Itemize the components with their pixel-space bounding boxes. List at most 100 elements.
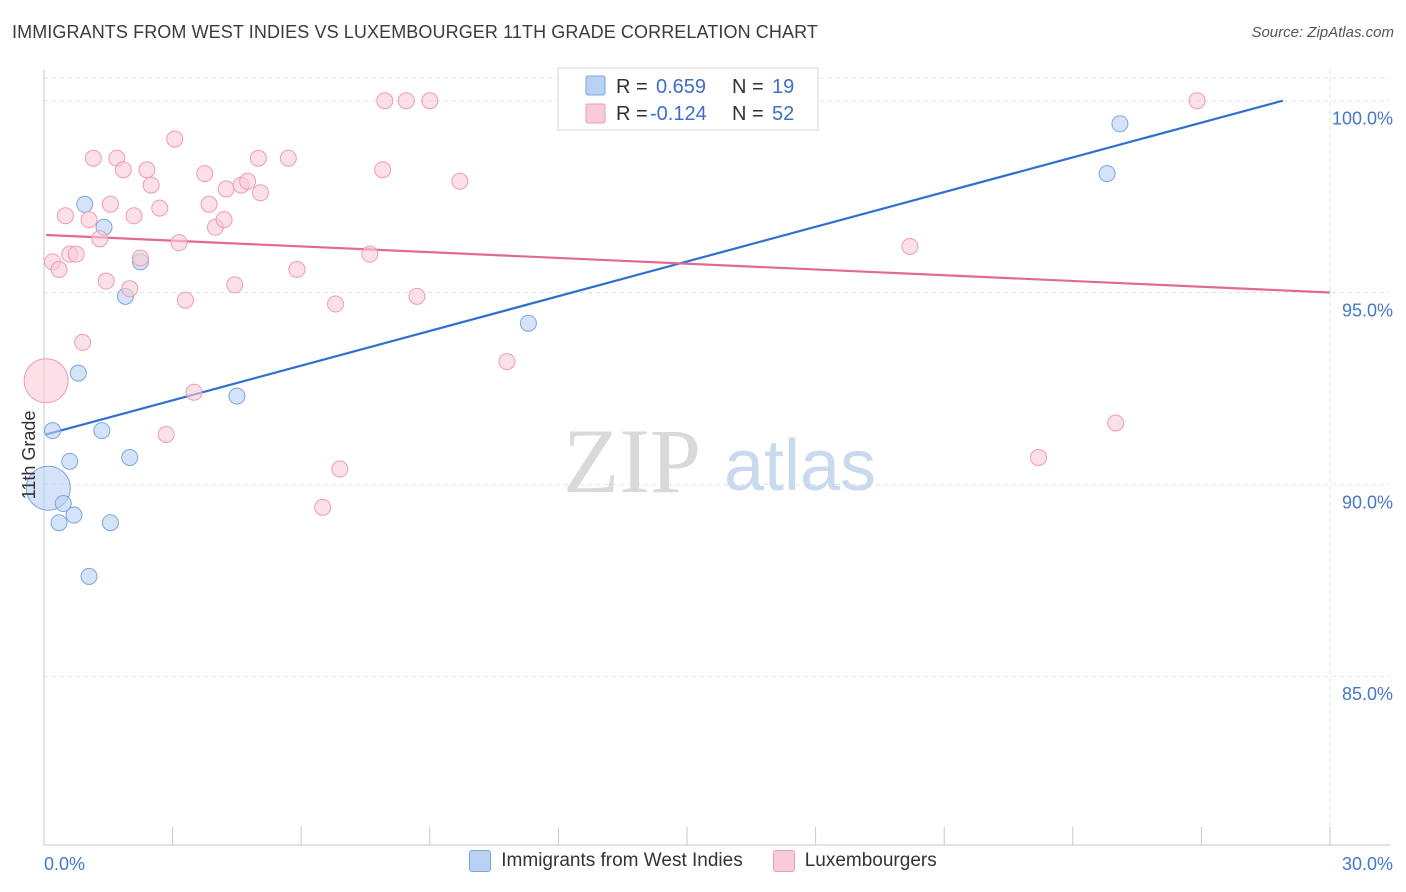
y-axis-label: 11th Grade <box>19 411 39 500</box>
point-series1-8 <box>84 149 102 167</box>
legend-swatch-luxembourgers <box>772 850 795 872</box>
source-label: Source: ZipAtlas.com <box>1251 24 1394 41</box>
point-series1-44 <box>408 287 426 305</box>
point-series0-7 <box>76 195 94 213</box>
point-series1-16 <box>131 249 149 267</box>
point-series0-13 <box>121 449 139 466</box>
point-series1-34 <box>251 184 269 202</box>
point-series0-4 <box>61 452 79 470</box>
stats-swatch-luxembourgers <box>585 103 606 124</box>
point-series1-20 <box>157 425 175 443</box>
point-series1-43 <box>397 92 415 110</box>
point-series0-1 <box>44 422 62 440</box>
point-series1-6 <box>74 333 92 351</box>
stats-n-value-2: 52 <box>772 103 794 125</box>
point-series1-37 <box>314 498 332 516</box>
point-series1-36 <box>288 261 306 279</box>
point-series0-9 <box>93 422 111 440</box>
point-series0-3 <box>54 495 72 513</box>
point-series1-2 <box>50 261 68 279</box>
trend-lines <box>45 99 1331 436</box>
point-series0-2 <box>50 514 68 532</box>
point-series1-9 <box>91 230 109 248</box>
point-series1-15 <box>125 207 143 225</box>
point-series1-47 <box>498 353 516 371</box>
chart-title: IMMIGRANTS FROM WEST INDIES VS LUXEMBOUR… <box>12 22 818 42</box>
point-series1-11 <box>101 195 119 213</box>
point-series1-26 <box>200 195 218 213</box>
point-series1-46 <box>451 172 469 190</box>
point-series1-14 <box>121 280 139 298</box>
point-series1-35 <box>279 149 297 167</box>
point-series1-45 <box>421 92 439 110</box>
point-series1-50 <box>1107 414 1125 432</box>
point-series1-33 <box>249 149 267 167</box>
point-series1-42 <box>376 92 394 110</box>
legend-label-luxembourgers: Luxembourgers <box>804 850 937 871</box>
point-series0-5 <box>65 506 83 524</box>
stats-r-label-1: R = <box>616 76 648 98</box>
grid-lines <box>44 70 1390 845</box>
point-series1-32 <box>239 172 257 190</box>
point-series1-39 <box>331 460 349 478</box>
series-legend: Immigrants from West Indies Luxembourger… <box>0 850 1406 872</box>
stats-swatch-west-indies <box>585 75 606 96</box>
legend-item-west-indies[interactable]: Immigrants from West Indies <box>469 850 743 872</box>
x-tick-min: 0.0% <box>44 854 85 874</box>
point-series0-15 <box>228 387 246 405</box>
point-series1-0 <box>23 358 69 404</box>
trend-line-series0 <box>45 99 1284 436</box>
watermark-zip: ZIP <box>563 410 701 512</box>
stats-r-label-2: R = <box>616 103 648 125</box>
point-series1-22 <box>170 234 188 252</box>
y-tick-label-2: 95.0% <box>1342 301 1393 321</box>
stats-r-value-2: -0.124 <box>650 103 707 125</box>
stats-legend: R = 0.659 N = 19 R = -0.124 N = 52 <box>557 67 819 131</box>
legend-swatch-west-indies <box>469 850 492 872</box>
point-series1-38 <box>326 295 344 313</box>
point-series1-24 <box>185 383 203 401</box>
point-series1-48 <box>901 237 919 255</box>
stats-n-label-1: N = <box>732 76 764 98</box>
point-series1-3 <box>56 207 74 225</box>
point-series0-18 <box>1111 115 1129 133</box>
point-series0-6 <box>69 364 87 382</box>
point-series0-17 <box>1098 165 1116 183</box>
point-series1-13 <box>114 161 132 179</box>
point-series1-21 <box>166 130 184 148</box>
point-series1-5 <box>67 245 85 263</box>
point-series1-28 <box>215 211 233 229</box>
y-tick-label-0: 85.0% <box>1342 684 1393 704</box>
x-tick-max: 30.0% <box>1342 854 1393 874</box>
legend-item-luxembourgers[interactable]: Luxembourgers <box>772 850 937 872</box>
point-series1-40 <box>361 245 379 263</box>
point-series1-49 <box>1030 449 1048 466</box>
point-series1-51 <box>1188 92 1206 110</box>
point-series1-23 <box>176 291 194 309</box>
point-series0-11 <box>101 514 119 532</box>
x-tick-labels: 0.0% 30.0% <box>44 854 1393 874</box>
point-series1-17 <box>138 161 156 179</box>
point-series1-41 <box>374 161 392 179</box>
watermark: ZIP atlas <box>563 410 876 512</box>
y-tick-labels: 85.0% 90.0% 95.0% 100.0% <box>1332 109 1393 704</box>
point-series0-8 <box>80 567 98 585</box>
axes <box>43 70 1390 846</box>
y-tick-label-3: 100.0% <box>1332 109 1393 129</box>
point-series1-18 <box>142 176 160 194</box>
point-series1-30 <box>226 276 244 294</box>
point-series1-7 <box>80 211 98 229</box>
legend-label-west-indies: Immigrants from West Indies <box>501 850 743 871</box>
data-points <box>23 92 1206 585</box>
trend-line-series1 <box>46 233 1331 294</box>
point-series1-25 <box>196 165 214 183</box>
point-series1-29 <box>217 180 235 198</box>
point-series1-19 <box>151 199 169 217</box>
stats-n-value-1: 19 <box>772 76 794 98</box>
point-series0-16 <box>519 314 537 332</box>
stats-n-label-2: N = <box>732 103 764 125</box>
stats-r-value-1: 0.659 <box>656 76 706 98</box>
watermark-atlas: atlas <box>724 426 876 506</box>
y-tick-label-1: 90.0% <box>1342 492 1393 512</box>
